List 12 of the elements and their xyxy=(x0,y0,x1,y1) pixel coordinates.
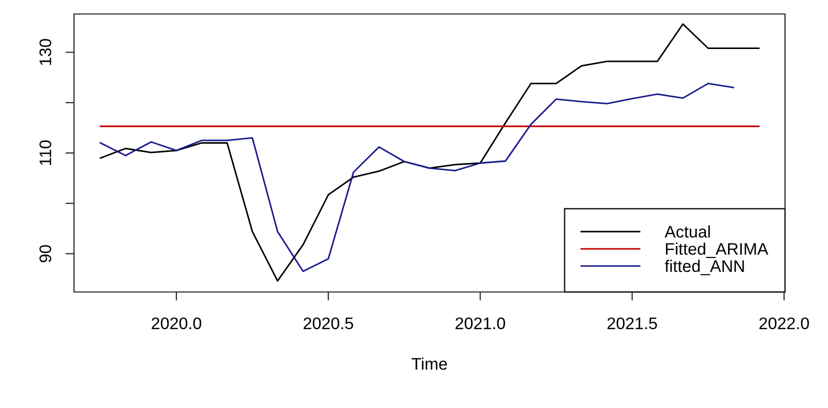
x-tick-label: 2020.0 xyxy=(152,317,202,330)
legend-label: Fitted_ARIMA xyxy=(666,242,768,258)
x-tick-label: 2022.0 xyxy=(759,317,809,330)
y-tick-label: 110 xyxy=(39,140,52,166)
y-tick-label: 130 xyxy=(39,39,52,65)
x-tick-label: 2021.5 xyxy=(608,317,657,330)
x-axis-title: Time xyxy=(412,358,447,370)
legend-label: fitted_ANN xyxy=(664,260,744,276)
legend-label: Actual xyxy=(664,225,710,238)
y-tick-label: 90 xyxy=(39,245,52,262)
x-tick-label: 2020.5 xyxy=(304,317,354,330)
x-tick-label: 2021.0 xyxy=(456,317,506,330)
